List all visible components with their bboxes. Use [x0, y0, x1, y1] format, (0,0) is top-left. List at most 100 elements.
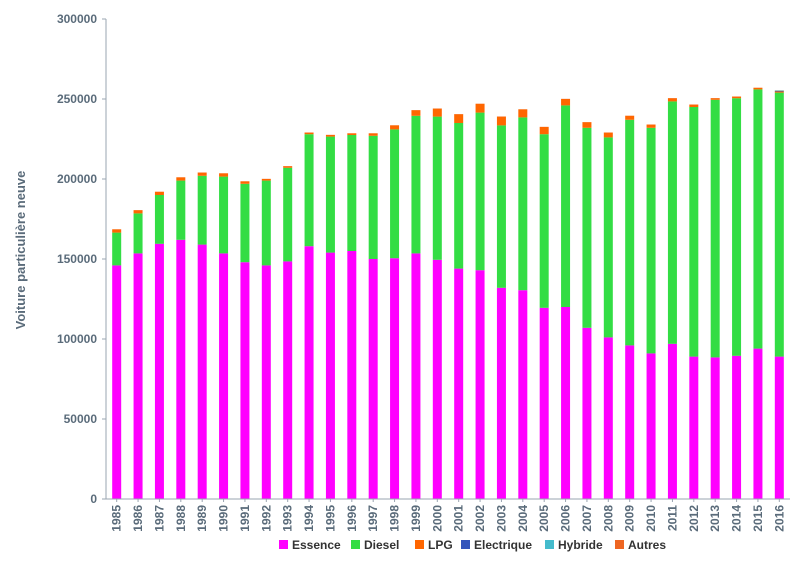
bar-lpg-1987 — [154, 191, 164, 195]
x-tick-label: 2008 — [601, 505, 615, 532]
legend-swatch-electrique — [461, 540, 470, 549]
legend-swatch-hybride — [545, 540, 554, 549]
bar-lpg-2005 — [539, 127, 549, 135]
bar-lpg-1994 — [304, 132, 314, 135]
y-tick-label: 50000 — [64, 412, 98, 426]
x-tick-label: 2011 — [665, 505, 679, 531]
legend-label-autres: Autres — [628, 538, 666, 552]
x-tick-label: 2007 — [580, 505, 594, 532]
x-tick-label: 2005 — [537, 505, 551, 532]
bar-essence-1991 — [240, 262, 250, 499]
legend-swatch-lpg — [415, 540, 424, 549]
bar-essence-1988 — [176, 239, 186, 500]
x-tick-label: 2015 — [751, 505, 765, 532]
bar-lpg-2006 — [561, 99, 571, 106]
bar-diesel-2016 — [774, 92, 784, 357]
y-tick-label: 100000 — [57, 332, 97, 346]
bar-essence-2011 — [667, 343, 677, 499]
bar-lpg-1993 — [283, 166, 293, 168]
bar-lpg-2002 — [475, 103, 485, 113]
bar-essence-1996 — [347, 251, 357, 499]
bar-lpg-2007 — [582, 122, 592, 128]
bar-diesel-2006 — [561, 105, 571, 308]
legend-label-hybride: Hybride — [558, 538, 603, 552]
x-tick-label: 1995 — [323, 505, 337, 532]
bar-diesel-1986 — [133, 213, 143, 254]
bar-lpg-2004 — [518, 109, 528, 118]
y-axis-ticks: 0 50000 100000 150000 200000 250000 300000 — [57, 12, 106, 506]
bar-essence-2001 — [454, 268, 464, 499]
bar-lpg-1999 — [411, 110, 421, 116]
bar-diesel-1998 — [390, 129, 400, 259]
bar-lpg-1996 — [347, 133, 357, 135]
bar-essence-2004 — [518, 290, 528, 499]
x-tick-label: 2012 — [687, 505, 701, 532]
x-tick-label: 2000 — [430, 505, 444, 532]
bar-essence-1985 — [112, 265, 122, 499]
bar-diesel-2010 — [646, 127, 656, 354]
x-tick-label: 1996 — [345, 505, 359, 532]
bar-diesel-2013 — [710, 99, 720, 358]
x-tick-label: 1991 — [238, 505, 252, 532]
x-tick-label: 1986 — [131, 505, 145, 532]
x-tick-label: 1987 — [152, 505, 166, 532]
bar-diesel-1996 — [347, 135, 357, 251]
bar-diesel-2011 — [667, 101, 677, 344]
x-tick-label: 2004 — [516, 505, 530, 532]
x-tick-label: 1997 — [366, 505, 380, 532]
bar-essence-1998 — [390, 258, 400, 499]
bar-essence-1986 — [133, 253, 143, 499]
legend-label-electrique: Electrique — [474, 538, 532, 552]
bar-essence-1995 — [325, 252, 335, 499]
bar-lpg-1998 — [390, 125, 400, 130]
x-tick-label: 1993 — [281, 505, 295, 532]
bar-lpg-2016 — [774, 91, 784, 93]
x-tick-label: 2002 — [473, 505, 487, 532]
bar-lpg-2012 — [689, 104, 699, 107]
bar-diesel-1997 — [368, 135, 378, 259]
bar-lpg-1995 — [325, 135, 335, 137]
bar-diesel-1994 — [304, 134, 314, 247]
bar-lpg-1985 — [112, 229, 122, 233]
bar-lpg-2003 — [496, 116, 506, 126]
bar-diesel-1991 — [240, 183, 250, 263]
x-tick-label: 1998 — [388, 505, 402, 532]
bar-essence-2005 — [539, 307, 549, 499]
bar-essence-1989 — [197, 244, 207, 499]
bar-essence-1997 — [368, 259, 378, 499]
x-tick-label: 2001 — [452, 505, 466, 532]
bar-lpg-1989 — [197, 172, 207, 176]
x-tick-label: 1990 — [217, 505, 231, 532]
plot-area — [112, 87, 784, 500]
bar-lpg-2011 — [667, 98, 677, 102]
x-tick-label: 1989 — [195, 505, 209, 532]
bar-diesel-2004 — [518, 117, 528, 291]
x-tick-label: 2003 — [494, 505, 508, 532]
x-tick-label: 2016 — [772, 505, 786, 532]
bar-essence-1999 — [411, 253, 421, 499]
bar-essence-1990 — [219, 253, 229, 499]
bar-essence-2014 — [732, 355, 742, 499]
bar-essence-2010 — [646, 353, 656, 499]
bar-diesel-2003 — [496, 125, 506, 288]
bar-diesel-1989 — [197, 175, 207, 245]
bar-lpg-2010 — [646, 124, 656, 128]
bar-essence-2012 — [689, 356, 699, 499]
y-tick-label: 250000 — [57, 92, 97, 106]
bar-diesel-2009 — [625, 119, 635, 346]
y-tick-label: 150000 — [57, 252, 97, 266]
bar-essence-2006 — [561, 307, 571, 499]
x-tick-label: 1994 — [302, 505, 316, 532]
legend-label-lpg: LPG — [428, 538, 453, 552]
bar-essence-2013 — [710, 357, 720, 499]
legend-label-essence: Essence — [292, 538, 341, 552]
bar-diesel-2000 — [432, 116, 442, 260]
bar-lpg-2014 — [732, 96, 742, 99]
x-tick-label: 2013 — [708, 505, 722, 532]
bar-diesel-1990 — [219, 176, 229, 254]
x-tick-label: 1992 — [259, 505, 273, 532]
bar-diesel-2007 — [582, 127, 592, 328]
bar-lpg-1997 — [368, 133, 378, 136]
bar-essence-1993 — [283, 261, 293, 499]
x-tick-label: 2014 — [730, 505, 744, 532]
